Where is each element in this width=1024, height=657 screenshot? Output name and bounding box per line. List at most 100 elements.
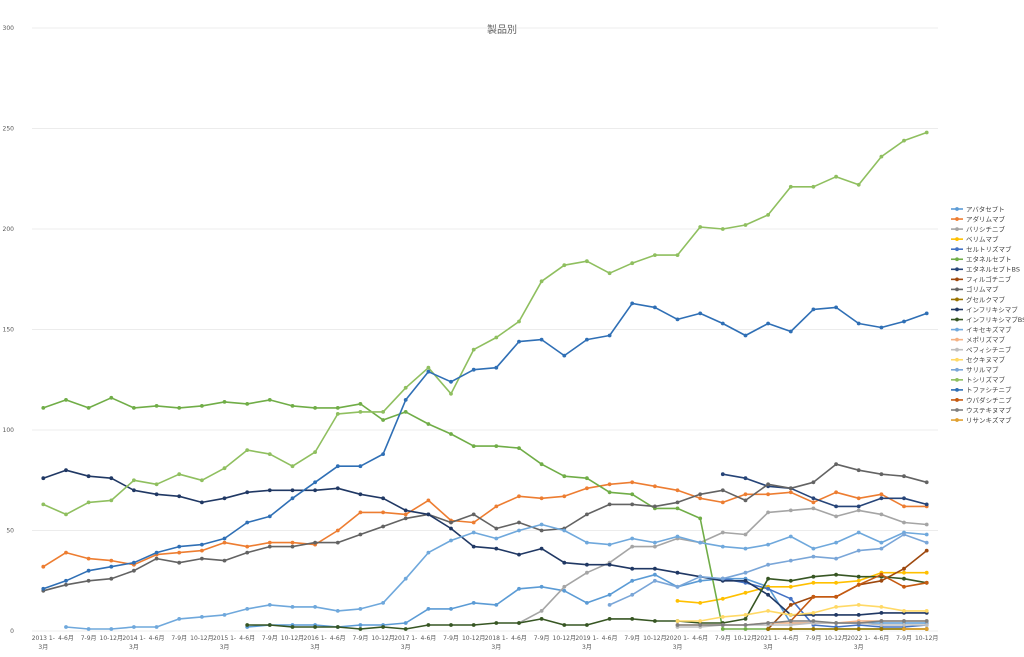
series-line — [42, 131, 927, 516]
data-point — [267, 514, 272, 519]
data-point — [177, 560, 182, 565]
data-point — [834, 605, 838, 609]
data-point — [856, 613, 861, 617]
data-point — [200, 548, 204, 553]
x-tick-label: 10-12月 — [824, 635, 847, 642]
data-point — [335, 528, 340, 533]
legend-label: アバタセプト — [966, 204, 1005, 213]
data-point — [154, 625, 159, 629]
data-point — [471, 512, 476, 517]
data-point — [313, 480, 317, 485]
data-point — [109, 476, 114, 481]
data-point — [245, 520, 250, 525]
data-point — [879, 546, 884, 551]
data-point — [766, 492, 770, 497]
data-point — [811, 580, 816, 585]
data-point — [290, 605, 295, 609]
data-point — [585, 476, 589, 481]
data-point — [64, 550, 68, 555]
data-point — [720, 615, 725, 619]
data-point — [630, 566, 635, 571]
data-point — [902, 619, 906, 623]
data-point — [788, 558, 793, 563]
data-point — [109, 627, 114, 631]
data-point — [856, 578, 861, 583]
data-point — [86, 568, 91, 573]
series-line — [43, 396, 927, 630]
x-tick-label: 2016 1-3月 — [304, 635, 327, 651]
data-point — [698, 578, 703, 583]
legend: アバタセプトアダリムマブバリシチニブベリムマブセルトリズマブエタネルセプトエタネ… — [951, 204, 1024, 424]
y-tick-label: 0 — [10, 628, 14, 635]
data-point — [358, 510, 363, 515]
data-point — [856, 574, 861, 579]
data-point — [517, 586, 521, 591]
data-point — [449, 432, 453, 436]
data-point — [41, 502, 46, 507]
data-point — [766, 562, 770, 567]
data-point — [449, 623, 453, 627]
data-point — [811, 619, 816, 623]
x-tick-label: 10-12月 — [462, 635, 485, 642]
legend-label: バリシチニブ — [966, 224, 1006, 233]
data-point — [811, 594, 816, 599]
data-point — [902, 576, 906, 581]
data-point — [585, 486, 589, 491]
data-point — [788, 613, 793, 617]
x-tick-label: 10-12月 — [190, 635, 213, 642]
data-point — [585, 601, 589, 605]
data-point — [313, 488, 317, 493]
data-point — [132, 560, 136, 565]
legend-item: トシリズマブ — [951, 375, 1006, 384]
data-point — [834, 627, 838, 631]
data-point — [517, 552, 521, 557]
data-point — [200, 556, 204, 561]
data-point — [902, 520, 906, 525]
data-point — [698, 311, 703, 316]
data-point — [879, 472, 884, 477]
data-point — [64, 512, 68, 517]
data-point — [449, 379, 453, 384]
legend-item: リサンキズマブ — [951, 415, 1012, 424]
data-point — [200, 404, 204, 408]
data-point — [811, 574, 816, 579]
x-tick-label: 2014 1-3月 — [122, 635, 145, 651]
data-point — [902, 623, 906, 627]
data-point — [653, 305, 657, 310]
data-point — [879, 627, 884, 631]
x-tick-label: 4-6月 — [783, 635, 799, 642]
x-tick-label: 10-12月 — [553, 635, 576, 642]
data-point — [766, 621, 770, 625]
data-point — [856, 621, 861, 625]
data-point — [539, 528, 544, 533]
data-point — [743, 492, 748, 497]
series-line — [767, 549, 928, 630]
data-point — [290, 625, 295, 629]
data-point — [788, 184, 793, 189]
data-point — [766, 321, 770, 326]
data-point — [426, 365, 431, 370]
data-point — [562, 623, 567, 627]
legend-item: アダリムマブ — [951, 214, 1006, 223]
data-point — [132, 568, 136, 573]
data-point — [879, 605, 884, 609]
data-point — [924, 609, 929, 613]
data-point — [902, 138, 906, 143]
legend-label: ウステキヌマブ — [966, 405, 1012, 414]
data-point — [335, 412, 340, 416]
legend-label: インフリキシマブ — [966, 305, 1018, 314]
x-tick-label: 10-12月 — [643, 635, 666, 642]
data-point — [358, 402, 363, 406]
data-point — [132, 406, 136, 410]
data-point — [743, 627, 748, 631]
legend-label: ペフィシチニブ — [966, 345, 1012, 354]
data-point — [335, 486, 340, 491]
data-point — [494, 504, 499, 509]
data-point — [41, 476, 46, 481]
data-point — [381, 510, 385, 515]
x-tick-label: 4-6月 — [511, 635, 527, 642]
data-point — [290, 496, 295, 501]
data-point — [811, 611, 816, 615]
data-point — [403, 385, 408, 390]
data-point — [879, 496, 884, 501]
